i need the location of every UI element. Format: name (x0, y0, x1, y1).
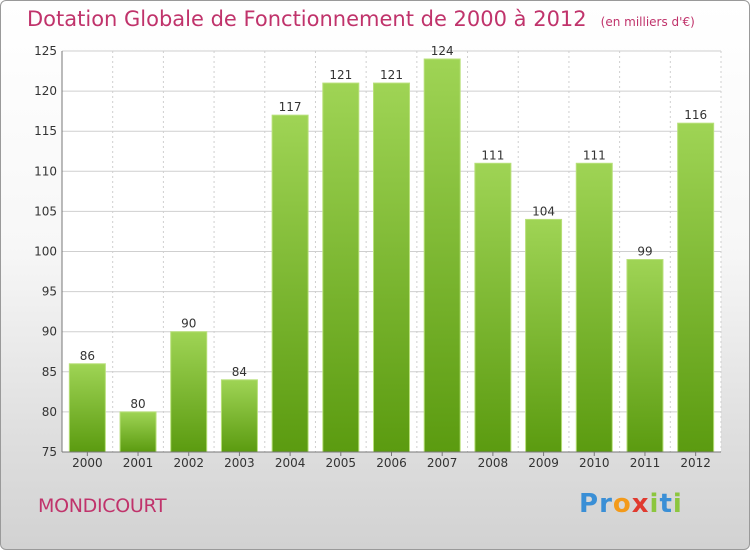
bar[interactable] (68, 363, 106, 453)
x-tick-label: 2011 (630, 456, 661, 470)
bar-value-label: 104 (532, 204, 555, 218)
y-tick-label: 115 (34, 124, 57, 138)
logo-letter: o (612, 489, 632, 519)
bar[interactable] (423, 58, 461, 453)
chart-title: Dotation Globale de Fonctionnement de 20… (27, 7, 695, 31)
chart-title-text: Dotation Globale de Fonctionnement de 20… (27, 7, 587, 31)
y-tick-label: 85 (42, 365, 57, 379)
axis-layer: 75 80 85 90 95 100 105 110 115 120 125 2000 2001 2002… (34, 44, 721, 470)
x-tick-label: 2008 (478, 456, 509, 470)
logo-letter: P (579, 489, 600, 519)
x-tick-label: 2006 (376, 456, 407, 470)
bar-value-label: 121 (329, 68, 352, 82)
logo-letter: i (672, 489, 683, 519)
bar-value-label: 117 (279, 100, 302, 114)
x-tick-label: 2005 (326, 456, 357, 470)
bar[interactable] (220, 379, 258, 453)
bar-value-label: 80 (130, 397, 145, 411)
bar[interactable] (373, 82, 410, 453)
y-tick-label: 75 (42, 445, 57, 459)
y-tick-label: 90 (42, 325, 57, 339)
x-tick-label: 2010 (579, 456, 610, 470)
bar-value-label: 124 (431, 44, 454, 58)
bar[interactable] (170, 331, 208, 453)
x-tick-label: 2002 (173, 456, 204, 470)
bar-value-label: 86 (80, 349, 95, 363)
y-tick-label: 120 (34, 84, 57, 98)
chart-unit-label: (en milliers d'€) (600, 15, 695, 29)
bar[interactable] (474, 162, 512, 453)
bar[interactable] (677, 122, 715, 453)
bar-value-label: 111 (481, 148, 504, 162)
bar[interactable] (322, 82, 360, 453)
y-tick-label: 80 (42, 405, 57, 419)
bar-value-label: 121 (380, 68, 403, 82)
bar-value-label: 90 (181, 317, 196, 331)
y-tick-label: 95 (42, 285, 57, 299)
logo-letter: i (649, 489, 660, 519)
x-tick-label: 2007 (427, 456, 458, 470)
logo-letter: r (599, 489, 613, 519)
bar[interactable] (119, 411, 157, 453)
logo-letter: t (659, 489, 673, 519)
bar[interactable] (525, 218, 563, 453)
x-tick-label: 2009 (528, 456, 559, 470)
bar-value-label: 99 (637, 245, 652, 259)
proxiti-logo[interactable]: Proxiti (579, 489, 683, 519)
bar[interactable] (575, 162, 613, 453)
x-tick-label: 2004 (275, 456, 306, 470)
bar-value-label: 111 (583, 148, 606, 162)
bar-layer: 86 80 90 84 117 121 121 124 111 104 111 99 116 (68, 44, 715, 453)
y-tick-label: 100 (34, 245, 57, 259)
x-tick-label: 2001 (123, 456, 154, 470)
bar[interactable] (271, 114, 309, 453)
bar[interactable] (626, 259, 664, 453)
bar-value-label: 84 (232, 365, 247, 379)
logo-letter: x (631, 489, 650, 519)
y-tick-label: 105 (34, 204, 57, 218)
x-tick-label: 2003 (224, 456, 255, 470)
commune-name: MONDICOURT (38, 495, 167, 517)
x-tick-label: 2012 (680, 456, 711, 470)
y-tick-label: 110 (34, 164, 57, 178)
bar-value-label: 116 (684, 108, 707, 122)
x-tick-label: 2000 (72, 456, 103, 470)
y-tick-label: 125 (34, 44, 57, 58)
